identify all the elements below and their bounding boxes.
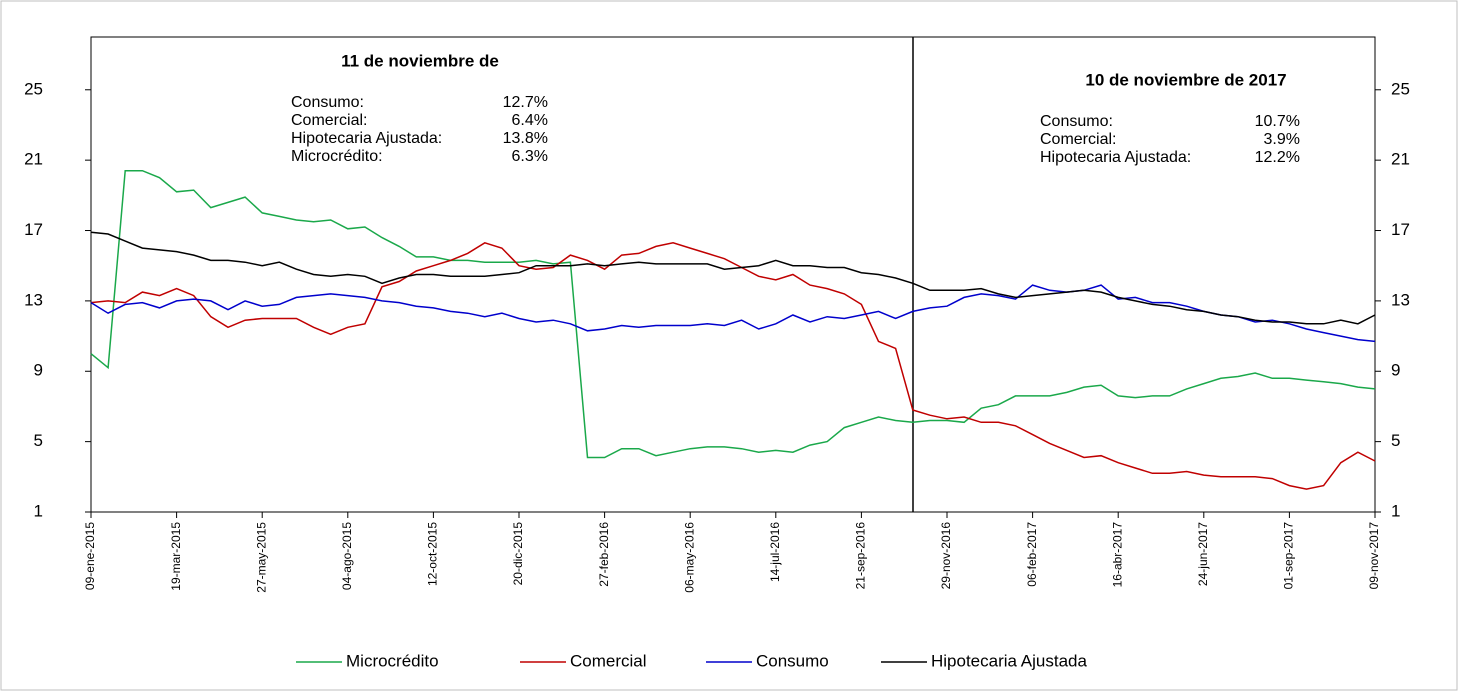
annotation-label: Hipotecaria Ajustada:	[291, 130, 442, 147]
x-tick-label: 09-ene-2015	[83, 522, 97, 590]
y-tick-label: 17	[24, 220, 43, 239]
annotation-value: 12.7%	[503, 94, 548, 111]
x-tick-label: 06-feb-2017	[1025, 522, 1039, 587]
x-tick-label: 01-sep-2017	[1282, 522, 1296, 590]
plot-area	[90, 36, 1376, 513]
annotation-title: 10 de noviembre de 2017	[1085, 70, 1286, 89]
annotation-value: 6.4%	[512, 112, 548, 129]
y2-tick-label: 17	[1391, 220, 1410, 239]
series-line	[90, 231, 1376, 325]
annotation-title: 11 de noviembre de	[341, 51, 499, 70]
x-tick-label: 06-may-2016	[682, 522, 696, 593]
y2-tick-label: 9	[1391, 361, 1400, 380]
annotation-label: Consumo:	[1040, 113, 1113, 130]
annotation-value: 3.9%	[1264, 131, 1300, 148]
legend-label: Hipotecaria Ajustada	[931, 651, 1087, 670]
x-tick-label: 14-jul-2016	[768, 522, 782, 582]
x-tick-label: 16-abr-2017	[1110, 522, 1124, 588]
annotation-value: 6.3%	[512, 148, 548, 165]
annotation-label: Comercial:	[291, 112, 367, 129]
x-tick-label: 29-nov-2016	[939, 522, 953, 590]
y2-tick-label: 1	[1391, 501, 1400, 520]
x-tick-label: 21-sep-2016	[854, 522, 868, 590]
legend-label: Microcrédito	[346, 651, 439, 670]
x-tick-label: 04-ago-2015	[340, 522, 354, 590]
annotation-value: 13.8%	[503, 130, 548, 147]
annotation-label: Comercial:	[1040, 131, 1116, 148]
legend-label: Consumo	[756, 651, 829, 670]
y2-tick-label: 25	[1391, 79, 1410, 98]
x-tick-label: 20-dic-2015	[511, 522, 525, 586]
y-tick-label: 1	[34, 501, 43, 520]
annotation-label: Microcrédito:	[291, 148, 383, 165]
y-tick-label: 5	[34, 431, 43, 450]
annotation-label: Consumo:	[291, 94, 364, 111]
annotation-label: Hipotecaria Ajustada:	[1040, 149, 1191, 166]
y-tick-label: 21	[24, 150, 43, 169]
x-tick-label: 24-jun-2017	[1196, 522, 1210, 586]
series-line	[90, 169, 1376, 459]
x-tick-label: 27-feb-2016	[597, 522, 611, 587]
y2-tick-label: 21	[1391, 150, 1410, 169]
y2-tick-label: 5	[1391, 431, 1400, 450]
annotation-value: 12.2%	[1255, 149, 1300, 166]
y2-tick-label: 13	[1391, 290, 1410, 309]
series-line	[90, 241, 1376, 490]
x-tick-label: 27-may-2015	[254, 522, 268, 593]
x-tick-label: 12-oct-2015	[426, 522, 440, 586]
y-tick-label: 13	[24, 290, 43, 309]
legend-label: Comercial	[570, 651, 647, 670]
series-line	[90, 284, 1376, 343]
y-tick-label: 25	[24, 79, 43, 98]
annotation-value: 10.7%	[1255, 113, 1300, 130]
x-tick-label: 09-nov-2017	[1367, 522, 1381, 590]
y-tick-label: 9	[34, 361, 43, 380]
x-tick-label: 19-mar-2015	[169, 522, 183, 591]
